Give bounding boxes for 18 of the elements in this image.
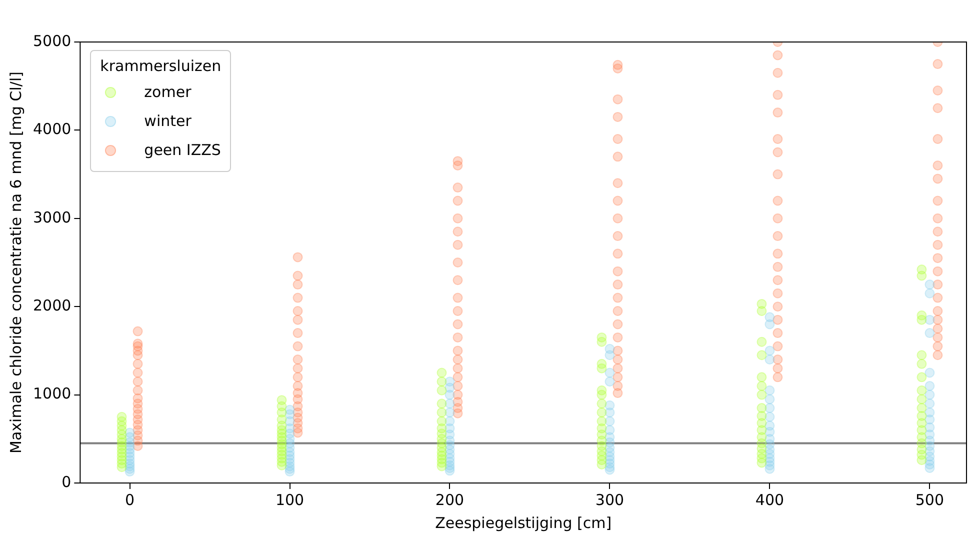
y-tick-label: 0 — [62, 472, 72, 491]
legend-label: winter — [144, 111, 192, 132]
x-tick-label: 300 — [595, 490, 624, 509]
y-tick-label: 5000 — [32, 32, 72, 50]
y-axis-title: Maximale chloride concentratie na 6 mnd [mg Cl/l] — [6, 72, 25, 454]
y-tick-label: 4000 — [32, 120, 72, 138]
legend-label: geen IZZS — [144, 140, 221, 161]
y-tick-label: 3000 — [32, 208, 72, 226]
x-tick-label: 400 — [755, 490, 784, 509]
legend-label: zomer — [144, 82, 192, 103]
x-tick-label: 0 — [124, 490, 135, 509]
y-tick-label: 1000 — [32, 384, 72, 403]
x-tick-label: 500 — [915, 490, 944, 509]
x-axis-title: Zeespiegelstijging [cm] — [435, 514, 612, 532]
legend-title: krammersluizen — [100, 56, 222, 77]
x-tick-label: 200 — [435, 490, 464, 509]
x-tick-label: 100 — [275, 490, 304, 509]
y-tick-label: 2000 — [32, 296, 72, 314]
